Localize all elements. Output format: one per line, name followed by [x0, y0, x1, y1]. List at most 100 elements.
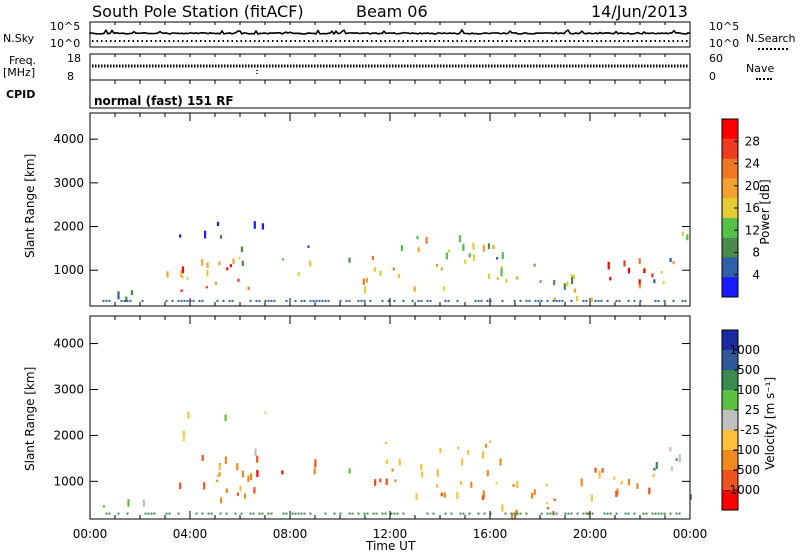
- velocity-cell: [105, 512, 108, 515]
- power-cell: [402, 299, 405, 302]
- velocity-cell: [426, 512, 429, 515]
- power-cell: [487, 273, 491, 280]
- power-cell: [309, 260, 312, 267]
- power-cell: [486, 299, 489, 302]
- velocity-cell: [627, 478, 630, 486]
- velocity-cell: [613, 476, 616, 480]
- power-cell: [539, 280, 542, 283]
- velocity-cell: [182, 430, 185, 438]
- power-cell: [496, 257, 499, 260]
- station-title: South Pole Station (fitACF): [92, 2, 304, 21]
- power-cell: [373, 267, 376, 272]
- power-cell: [201, 299, 204, 302]
- velocity-cell: [457, 446, 460, 450]
- power-cell: [573, 288, 576, 293]
- velocity-cell: [249, 512, 252, 515]
- velocity-cell: [462, 512, 465, 515]
- power-cell: [513, 299, 516, 302]
- velocity-cell: [225, 488, 228, 493]
- power-colorbar-swatch: [722, 158, 738, 179]
- power-cell: [570, 274, 573, 279]
- nsky-tick-top: 10^5: [50, 20, 81, 33]
- velocity-cell: [440, 492, 443, 497]
- velocity-cell: [165, 512, 168, 515]
- power-cell: [440, 267, 443, 271]
- power-cell: [426, 299, 429, 302]
- velocity-ytick-label: 4000: [53, 337, 84, 351]
- velocity-ytick-label: 1000: [53, 474, 84, 488]
- power-cell: [582, 299, 585, 302]
- velocity-cell: [459, 512, 462, 515]
- power-cell: [180, 289, 183, 292]
- power-ytick-label: 3000: [53, 176, 84, 190]
- velocity-cell: [102, 505, 105, 508]
- velocity-cell: [645, 512, 648, 515]
- velocity-cell: [218, 463, 221, 471]
- velocity-cell: [254, 448, 257, 457]
- power-cell: [281, 258, 284, 261]
- velocity-cell: [670, 466, 673, 471]
- velocity-cell: [450, 512, 453, 515]
- velocity-cell: [294, 512, 297, 515]
- power-cell: [501, 299, 504, 302]
- power-cell: [643, 268, 646, 274]
- power-cell: [258, 299, 261, 302]
- power-colorbar-swatch: [722, 119, 738, 140]
- velocity-cell: [512, 483, 515, 487]
- power-cell: [609, 276, 612, 281]
- power-cell: [638, 284, 642, 289]
- velocity-cell: [219, 512, 222, 515]
- power-cell: [387, 299, 390, 302]
- power-cell: [663, 299, 666, 302]
- date-title: 14/Jun/2013: [591, 2, 688, 21]
- power-cell: [327, 299, 330, 302]
- power-cell: [477, 299, 480, 302]
- power-cell: [232, 258, 235, 264]
- velocity-cell: [443, 492, 446, 498]
- power-colorbar-label: Power [dB]: [758, 179, 772, 245]
- velocity-cell: [402, 512, 405, 515]
- velocity-cell: [616, 488, 619, 496]
- velocity-colorbar-label: Velocity [m s⁻¹]: [763, 376, 777, 470]
- power-cell: [525, 299, 528, 302]
- power-colorbar-swatch: [722, 217, 738, 239]
- power-cell: [417, 299, 420, 302]
- power-cell: [558, 299, 561, 302]
- velocity-cell: [309, 512, 312, 515]
- velocity-colorbar-tick-label: 100: [737, 383, 760, 397]
- power-colorbar-swatch: [722, 138, 738, 160]
- power-cell: [500, 268, 503, 277]
- velocity-cell: [394, 479, 397, 483]
- power-cell: [537, 299, 540, 302]
- velocity-cell: [415, 493, 418, 500]
- power-cell: [362, 278, 365, 285]
- power-cell: [552, 299, 555, 302]
- power-cell: [662, 281, 665, 285]
- power-cell: [563, 283, 566, 290]
- velocity-cell: [660, 512, 663, 515]
- power-cell: [102, 299, 105, 302]
- velocity-cell: [390, 512, 393, 515]
- power-cell: [618, 299, 621, 302]
- velocity-cell: [564, 512, 567, 515]
- velocity-cell: [270, 512, 273, 515]
- power-cell: [369, 299, 372, 302]
- velocity-cell: [177, 512, 180, 515]
- velocity-cell: [657, 512, 660, 515]
- velocity-cell: [379, 478, 382, 483]
- velocity-cell: [495, 481, 498, 484]
- power-cell: [472, 242, 475, 250]
- power-cell: [321, 299, 324, 302]
- velocity-colorbar-swatch: [722, 410, 738, 431]
- power-ytick-label: 2000: [53, 220, 84, 234]
- velocity-cell: [590, 494, 593, 502]
- velocity-cell: [243, 493, 247, 499]
- velocity-cell: [652, 473, 655, 478]
- velocity-cell: [648, 487, 651, 495]
- power-cell: [255, 299, 258, 302]
- velocity-cell: [241, 470, 244, 478]
- power-cell: [447, 299, 450, 302]
- power-cell: [653, 279, 656, 284]
- velocity-cell: [435, 483, 439, 488]
